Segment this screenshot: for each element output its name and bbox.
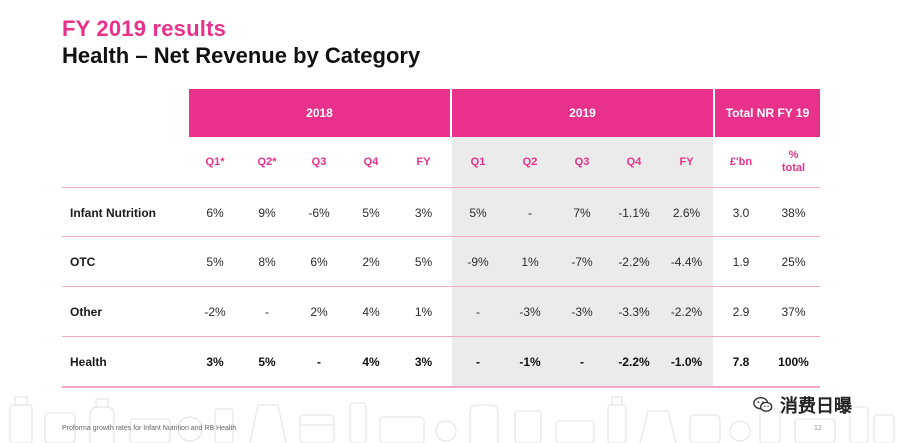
table-cell: -9% bbox=[467, 254, 489, 269]
table-cell: 8% bbox=[258, 254, 276, 269]
table-cell: -3% bbox=[571, 304, 593, 319]
table-cell: - bbox=[265, 304, 269, 319]
col-header: Q2* bbox=[257, 155, 277, 168]
table-cell: 7.8 bbox=[732, 354, 750, 369]
table-cell: 6% bbox=[310, 254, 328, 269]
row-divider bbox=[62, 187, 820, 188]
table-cell: - bbox=[580, 354, 584, 369]
row-label: Health bbox=[70, 354, 107, 369]
table-cell: - bbox=[317, 354, 321, 369]
watermark-text: 消费日曝 bbox=[780, 396, 852, 416]
table-cell: 4% bbox=[362, 354, 380, 369]
table-cell: 5% bbox=[362, 205, 380, 220]
table-cell: -4.4% bbox=[670, 254, 703, 269]
group-header-label: 2019 bbox=[569, 106, 596, 120]
table-cell: - bbox=[476, 304, 480, 319]
col-header: Q4 bbox=[363, 155, 379, 168]
col-header: FY bbox=[416, 155, 431, 168]
group-header-label: Total NR FY 19 bbox=[725, 106, 810, 120]
group-header-2019: 2019 bbox=[452, 89, 713, 137]
table-cell: 1% bbox=[414, 304, 433, 319]
col-header: Q3 bbox=[311, 155, 327, 168]
watermark: 消费日曝 bbox=[752, 392, 852, 418]
table-cell: -2% bbox=[204, 304, 226, 319]
row-label: OTC bbox=[70, 254, 96, 269]
col-header: % total bbox=[781, 149, 806, 174]
group-header-total: Total NR FY 19 bbox=[715, 89, 820, 137]
table-cell: 2.9 bbox=[732, 304, 750, 319]
page-number: 12 bbox=[814, 425, 822, 432]
table-cell: 7% bbox=[573, 205, 591, 220]
group-header-label: 2018 bbox=[306, 106, 333, 120]
table-cell: 2.6% bbox=[672, 205, 701, 220]
table-cell: - bbox=[528, 205, 532, 220]
row-divider bbox=[62, 236, 820, 237]
table-cell: 1.9 bbox=[732, 254, 750, 269]
col-header: Q2 bbox=[504, 137, 556, 187]
shaded-2019-region bbox=[452, 187, 713, 387]
col-header: Q3 bbox=[556, 137, 608, 187]
table-cell: -3.3% bbox=[618, 304, 650, 319]
table-cell: 5% bbox=[258, 354, 276, 369]
table-cell: 100% bbox=[778, 354, 809, 369]
table-cell: 3% bbox=[206, 354, 224, 369]
col-header: Q1* bbox=[205, 155, 225, 168]
row-divider bbox=[62, 336, 820, 337]
table-cell: 38% bbox=[781, 205, 806, 220]
table-cell: 3% bbox=[414, 354, 433, 369]
row-label: Infant Nutrition bbox=[70, 205, 156, 220]
table-cell: 6% bbox=[206, 205, 224, 220]
table-cell: -2.2% bbox=[618, 354, 650, 369]
col-header: Q1 bbox=[452, 137, 504, 187]
table-cell: -1% bbox=[519, 354, 541, 369]
table-cell: 2% bbox=[310, 304, 328, 319]
group-header-2018: 2018 bbox=[189, 89, 450, 137]
table-cell: -2.2% bbox=[618, 254, 650, 269]
col-header: Q4 bbox=[608, 137, 660, 187]
row-divider bbox=[62, 286, 820, 287]
table-cell: -1.0% bbox=[670, 354, 703, 369]
table-cell: - bbox=[476, 354, 480, 369]
col-header: £'bn bbox=[729, 155, 753, 168]
table-cell: 4% bbox=[362, 304, 380, 319]
table-cell: 37% bbox=[781, 304, 806, 319]
table-cell: 2% bbox=[362, 254, 380, 269]
table-cell: 3.0 bbox=[732, 205, 750, 220]
table-cell: -3% bbox=[519, 304, 541, 319]
row-label: Other bbox=[70, 304, 103, 319]
table-cell: 3% bbox=[414, 205, 433, 220]
decorative-products-illustration bbox=[9, 396, 895, 443]
col-header: FY bbox=[660, 137, 713, 187]
table-cell: -1.1% bbox=[618, 205, 650, 220]
page-title: Health – Net Revenue by Category bbox=[62, 43, 421, 68]
table-cell: 25% bbox=[781, 254, 806, 269]
table-cell: 5% bbox=[469, 205, 487, 220]
table-cell: 5% bbox=[414, 254, 433, 269]
wechat-icon bbox=[753, 396, 773, 412]
section-kicker: FY 2019 results bbox=[62, 16, 227, 41]
table-cell: -7% bbox=[571, 254, 593, 269]
table-cell: 9% bbox=[258, 205, 276, 220]
table-cell: -2.2% bbox=[670, 304, 703, 319]
row-divider bbox=[62, 386, 820, 388]
revenue-table: 2018 2019 Total NR FY 19 Q1* Q2* Q3 Q4 F… bbox=[62, 89, 820, 389]
table-cell: 1% bbox=[521, 254, 539, 269]
table-cell: 5% bbox=[206, 254, 224, 269]
footnote: Proforma growth rates for Infant Nutriti… bbox=[62, 425, 237, 432]
total-region bbox=[715, 187, 820, 387]
table-cell: -6% bbox=[308, 205, 330, 220]
